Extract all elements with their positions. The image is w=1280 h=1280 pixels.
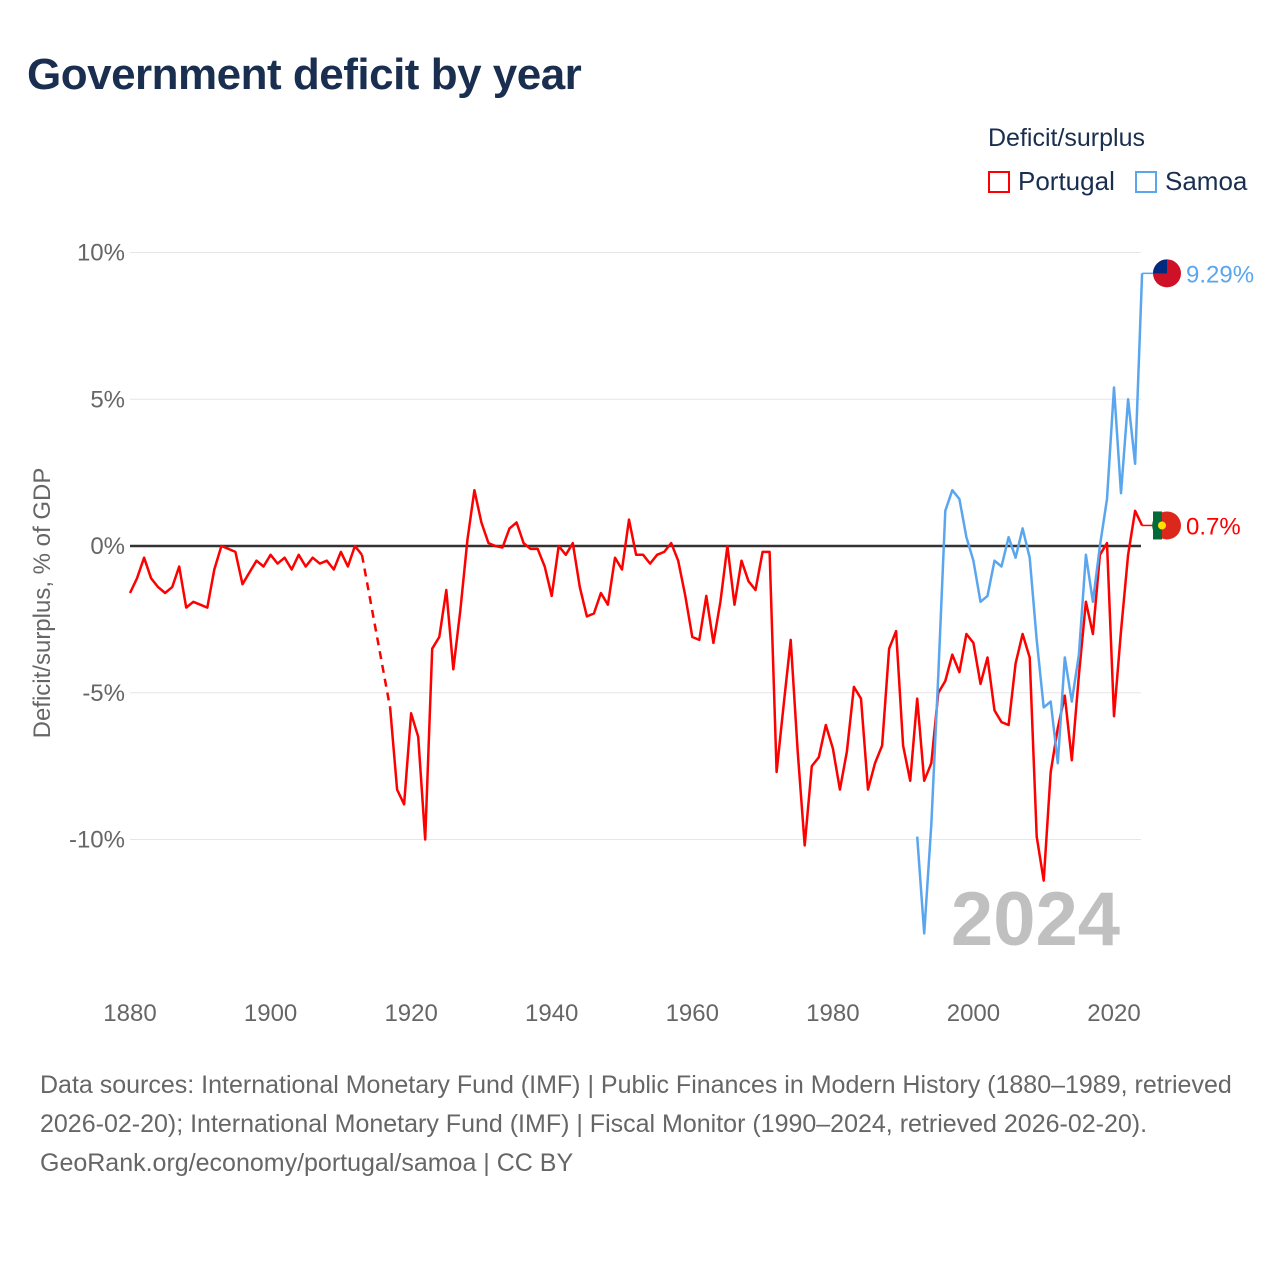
data-sources: Data sources: International Monetary Fun… [40, 1071, 1232, 1138]
source-link[interactable]: GeoRank.org/economy/portugal/samoa | CC … [40, 1149, 574, 1177]
x-tick-label: 1980 [806, 1000, 859, 1027]
x-tick-label: 2000 [947, 1000, 1000, 1027]
x-tick-label: 1900 [244, 1000, 297, 1027]
series-line-portugal [128, 488, 1144, 882]
x-tick-label: 1880 [103, 1000, 156, 1027]
footer: Data sources: International Monetary Fun… [40, 1066, 1240, 1183]
flag-green [1153, 511, 1162, 540]
gap-segment-portugal [360, 554, 392, 708]
y-tick-label: 5% [90, 386, 125, 413]
legend-swatch-samoa [1135, 170, 1157, 193]
legend-label: Portugal [1018, 166, 1115, 196]
y-axis-label: Deficit/surplus, % of GDP [29, 468, 56, 739]
legend-item-portugal[interactable]: Portugal [988, 166, 1115, 197]
year-watermark: 2024 [951, 877, 1120, 962]
flag-samoa-icon [1153, 259, 1181, 288]
y-tick-label: 0% [90, 533, 125, 560]
x-tick-label: 1960 [666, 1000, 719, 1027]
legend-item-samoa[interactable]: Samoa [1135, 166, 1247, 197]
chart-title: Government deficit by year [27, 50, 582, 99]
flag-emblem [1158, 521, 1166, 530]
flag-canton [1153, 259, 1167, 274]
flag-portugal-icon [1152, 511, 1181, 540]
x-tick-label: 2020 [1087, 1000, 1140, 1027]
line-chart: Deficit/surplus, % of GDP 10% 5% 0% -5% -10%… [29, 240, 1254, 1028]
legend-swatch-portugal [988, 170, 1010, 193]
x-tick-label: 1920 [384, 1000, 437, 1027]
end-value-label-portugal: 0.7% [1186, 513, 1241, 540]
y-tick-label: -10% [69, 827, 125, 854]
series-line-samoa [915, 273, 1144, 935]
y-tick-label: 10% [77, 240, 125, 267]
end-value-label-samoa: 9.29% [1186, 261, 1254, 288]
y-tick-label: -5% [82, 680, 125, 707]
legend-title: Deficit/surplus [988, 124, 1145, 152]
x-tick-label: 1940 [525, 1000, 578, 1027]
legend-label: Samoa [1165, 166, 1248, 196]
